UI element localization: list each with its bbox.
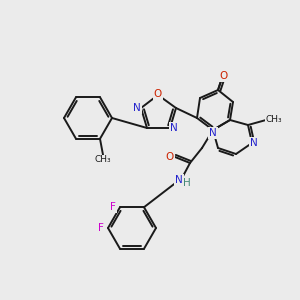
Text: CH₃: CH₃: [266, 116, 282, 124]
Text: CH₃: CH₃: [95, 155, 111, 164]
Text: O: O: [154, 89, 162, 99]
Text: N: N: [250, 138, 258, 148]
Text: F: F: [110, 202, 116, 212]
Text: F: F: [98, 223, 104, 233]
Text: N: N: [209, 128, 217, 138]
Text: O: O: [219, 71, 227, 81]
Text: N: N: [133, 103, 141, 113]
Text: N: N: [175, 175, 183, 185]
Text: N: N: [170, 123, 178, 133]
Text: H: H: [183, 178, 191, 188]
Text: O: O: [166, 152, 174, 162]
